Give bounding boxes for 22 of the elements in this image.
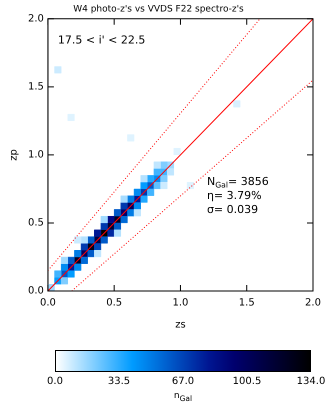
- x-tick-label: 1.5: [238, 298, 255, 309]
- chart-title: W4 photo-z's vs VVDS F22 spectro-z's: [73, 4, 244, 15]
- color-bar-label: 33.5: [108, 376, 130, 387]
- y-tick-label: 2.0: [28, 13, 44, 24]
- color-bar-label: 134.0: [296, 376, 326, 387]
- x-axis-title: zs: [175, 320, 186, 331]
- x-tick-label: 0.5: [106, 298, 122, 309]
- x-tick-label: 0.0: [40, 298, 56, 309]
- x-tick-label: 1.0: [172, 298, 188, 309]
- x-tick-label: 2.0: [305, 298, 321, 309]
- y-tick-label: 0.0: [28, 286, 44, 297]
- color-bar-label: 0.0: [47, 376, 63, 387]
- annotation: η= 3.79%: [206, 188, 262, 202]
- annotation: 17.5 < i' < 22.5: [58, 34, 146, 47]
- y-tick-label: 1.0: [28, 149, 44, 160]
- annotation: σ= 0.039: [206, 202, 258, 216]
- y-tick-label: 0.5: [28, 218, 44, 229]
- color-bar-label: 67.0: [172, 376, 194, 387]
- y-tick-label: 1.5: [28, 81, 44, 92]
- color-bar-label: 100.5: [232, 376, 262, 387]
- color-bar-title: n$_{Gal}$: [174, 391, 192, 403]
- y-axis-title: zp: [8, 149, 20, 161]
